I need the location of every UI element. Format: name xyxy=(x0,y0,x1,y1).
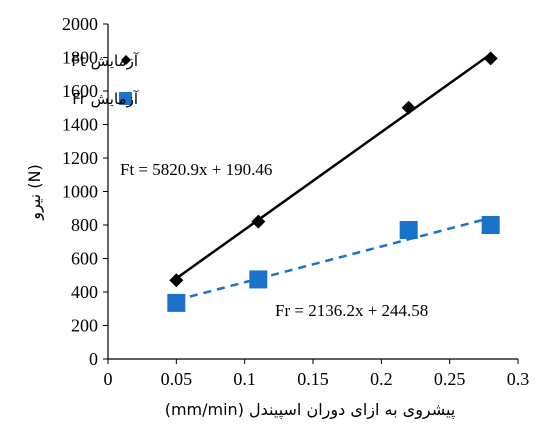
data-point-fr xyxy=(167,293,186,312)
legend-label-ft: آزمایش Ft xyxy=(71,52,138,70)
trendlines xyxy=(175,53,492,302)
y-axis-title: نیرو (N) xyxy=(25,164,45,220)
data-point-ft xyxy=(251,214,266,229)
y-tick-label: 200 xyxy=(71,316,98,336)
x-axis-title: پیشروی به ازای دوران اسپیندل (mm/min) xyxy=(165,400,456,420)
y-ticks: 0 200 400 600 800 1000 1200 1400 1600 1800 2000 xyxy=(62,14,108,369)
data-point-fr xyxy=(399,221,418,240)
y-tick-label: 800 xyxy=(71,215,98,235)
data-point-ft xyxy=(401,100,416,115)
y-tick-label: 1200 xyxy=(62,148,98,168)
y-tick-label: 1400 xyxy=(62,115,98,135)
legend-marker-fr xyxy=(119,92,132,105)
x-tick-label: 0 xyxy=(104,369,113,389)
data-point-ft xyxy=(169,273,184,288)
trendline-equation-fr: Fr = 2136.2x + 244.58 xyxy=(275,301,428,320)
y-tick-label: 1600 xyxy=(62,81,98,101)
trendline-ft xyxy=(175,53,492,280)
x-ticks: 0 0.05 0.1 0.15 0.2 0.25 0.3 xyxy=(104,359,530,389)
plot-area: 0 0.05 0.1 0.15 0.2 0.25 0.3 0 200 400 600 800 1000… xyxy=(62,14,529,389)
x-tick-label: 0.1 xyxy=(233,369,256,389)
legend-item-ft: آزمایش Ft xyxy=(71,52,138,70)
legend: آزمایش Ft آزمایش Fr xyxy=(71,52,138,108)
y-tick-label: 1000 xyxy=(62,182,98,202)
y-tick-label: 1800 xyxy=(62,48,98,68)
y-tick-label: 0 xyxy=(89,349,98,369)
legend-item-fr: آزمایش Fr xyxy=(72,90,139,108)
y-tick-label: 2000 xyxy=(62,14,98,34)
x-tick-label: 0.25 xyxy=(434,369,466,389)
x-tick-label: 0.2 xyxy=(370,369,393,389)
data-points xyxy=(167,51,500,312)
data-point-fr xyxy=(481,216,500,234)
x-tick-label: 0.3 xyxy=(507,369,530,389)
legend-marker-ft xyxy=(121,55,131,65)
data-point-fr xyxy=(249,270,268,289)
x-tick-label: 0.15 xyxy=(297,369,329,389)
y-tick-label: 400 xyxy=(71,282,98,302)
trendline-equation-ft: Ft = 5820.9x + 190.46 xyxy=(120,160,272,179)
trendline-fr xyxy=(176,216,491,302)
legend-label-fr: آزمایش Fr xyxy=(72,90,139,108)
data-point-ft xyxy=(483,51,498,66)
x-tick-label: 0.05 xyxy=(161,369,193,389)
y-tick-label: 600 xyxy=(71,249,98,269)
